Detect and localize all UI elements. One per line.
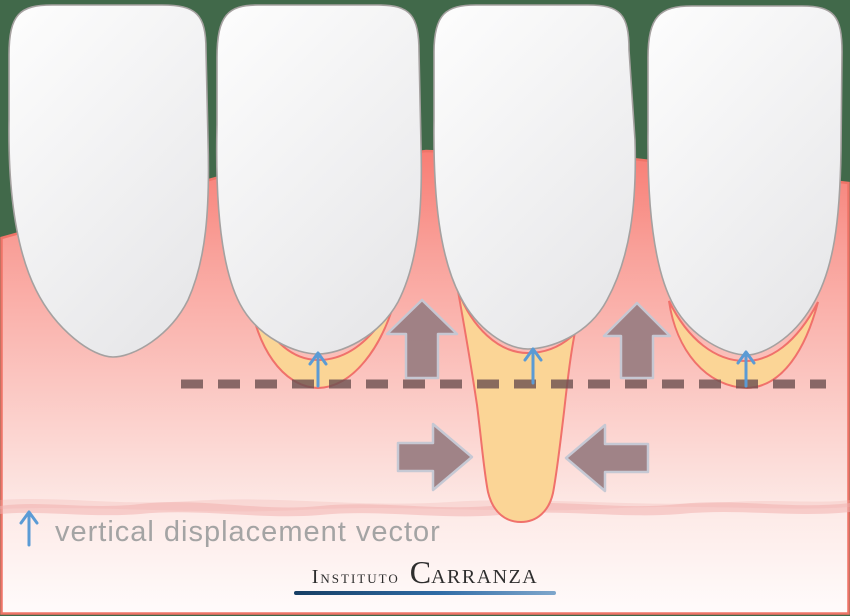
logo-text: INSTITUTO CARRANZA [290,556,560,588]
logo-name-initial: C [409,554,432,590]
logo-institute-rest: NSTITUTO [320,571,400,586]
bone-defect-crescent-tooth4 [668,300,819,390]
tooth-2 [215,4,423,355]
logo-underline [294,591,556,595]
tooth-3 [433,4,637,350]
deep-infrabony-defect-tooth3 [457,290,600,524]
tooth-4 [647,5,843,356]
large-left-arrow [564,423,650,493]
logo-instituto-carranza: INSTITUTO CARRANZA [290,556,560,595]
vertical-vector-arrow-tooth2 [308,351,328,388]
chalk-texture-band-overlay [0,499,850,512]
logo-name-rest: ARRANZA [431,566,539,588]
legend-blue-up-arrow-icon [19,510,39,547]
logo-institute-initial: I [311,566,321,588]
large-up-arrow-left [385,298,459,380]
vertical-vector-arrow-tooth3 [523,347,543,385]
chalk-texture-band [0,502,850,517]
large-up-arrow-right [602,301,672,380]
legend-label: vertical displacement vector [55,516,441,548]
vertical-vector-arrow-tooth4 [736,350,756,388]
large-right-arrow [396,422,474,492]
tooth-1 [8,4,210,358]
